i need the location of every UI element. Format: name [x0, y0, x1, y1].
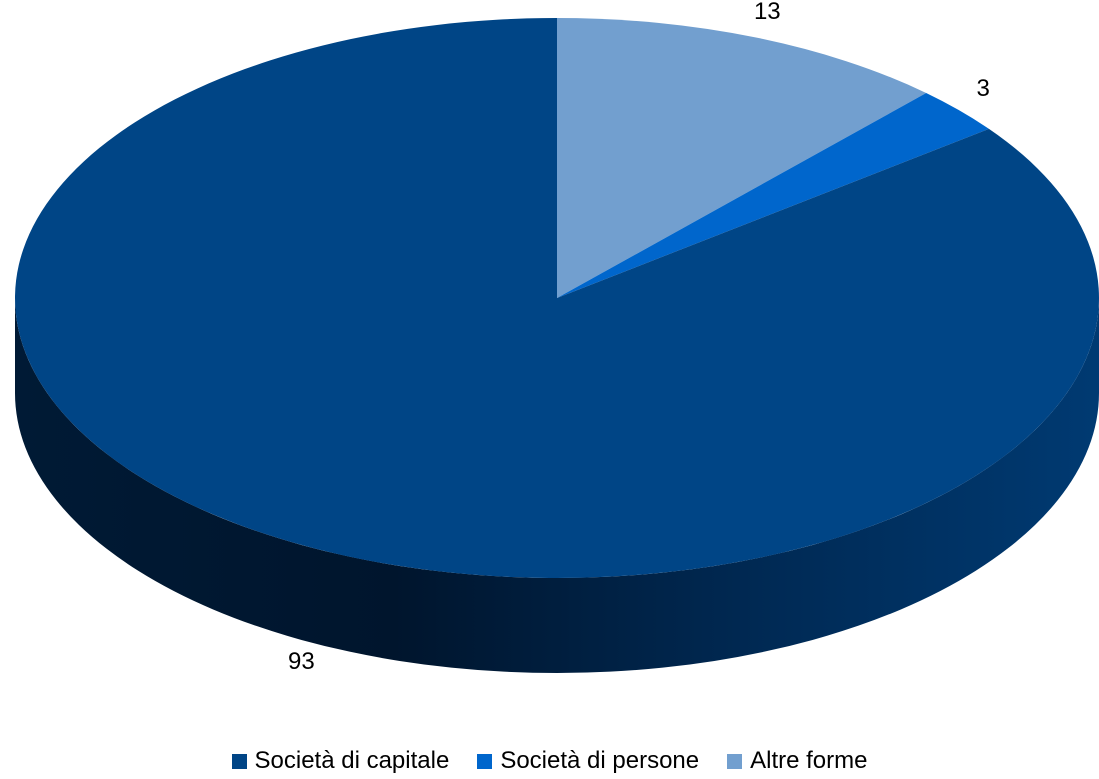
legend-item-societa-di-persone: Società di persone — [477, 747, 699, 775]
legend-item-societa-di-capitale: Società di capitale — [231, 747, 450, 775]
legend-item-altre-forme: Altre forme — [727, 747, 867, 775]
legend-label-societa-di-capitale: Società di capitale — [254, 747, 450, 774]
slice-societa-di-persone — [557, 93, 989, 299]
legend-label-altre-forme: Altre forme — [750, 747, 868, 774]
pie-side-walls — [15, 298, 1099, 673]
pie-slices — [15, 18, 1099, 578]
pie-data-labels: 13 3 93 — [288, 0, 990, 675]
legend-label-societa-di-persone: Società di persone — [500, 747, 700, 774]
side-wall-societa-di-capitale — [15, 298, 1099, 673]
legend: Società di capitale Società di persone A… — [0, 744, 1099, 778]
slice-altre-forme — [557, 18, 927, 298]
data-label-altre-forme: 13 — [754, 0, 781, 25]
data-label-societa-di-capitale: 93 — [288, 648, 315, 675]
slice-societa-di-capitale — [15, 18, 1099, 578]
legend-swatch-altre-forme — [727, 753, 743, 769]
data-label-societa-di-persone: 3 — [977, 75, 990, 102]
legend-swatch-societa-di-capitale — [231, 753, 247, 769]
legend-swatch-societa-di-persone — [477, 753, 493, 769]
